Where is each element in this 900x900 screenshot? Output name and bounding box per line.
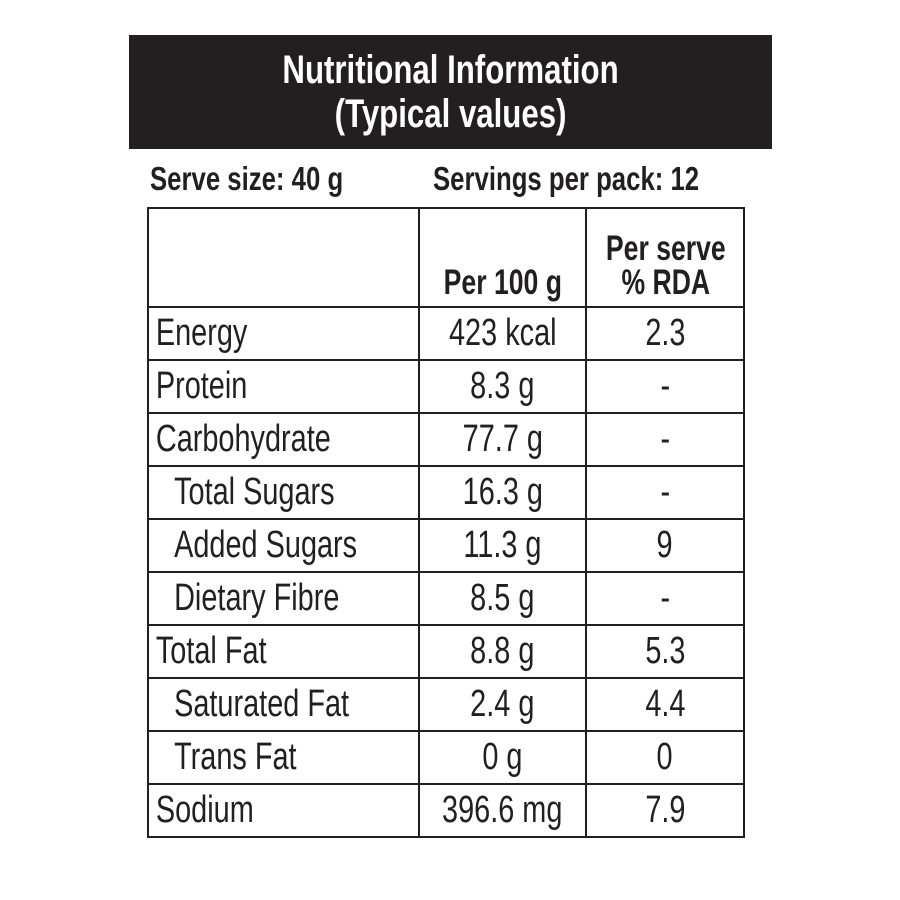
rda-value: - [585,571,745,626]
nutrient-name: Protein [147,359,420,414]
per-100g-value: 423 kcal [418,306,587,361]
table-row: Added Sugars 11.3 g 9 [147,518,745,573]
header-title: Nutritional Information [282,48,619,92]
table-row: Dietary Fibre 8.5 g - [147,571,745,626]
table-row: Sodium 396.6 mg 7.9 [147,783,745,838]
header-empty-cell [147,207,420,308]
rda-value: 0 [585,730,745,785]
table-row: Total Fat 8.8 g 5.3 [147,624,745,679]
nutrient-name: Carbohydrate [147,412,420,467]
rda-value: 2.3 [585,306,745,361]
per-100g-value: 11.3 g [418,518,587,573]
serving-info: Serve size: 40 g Servings per pack: 12 [129,157,772,201]
nutrient-name: Saturated Fat [147,677,420,732]
nutrient-name: Total Fat [147,624,420,679]
servings-per-pack: Servings per pack: 12 [433,160,700,197]
table-row: Saturated Fat 2.4 g 4.4 [147,677,745,732]
nutrient-name: Energy [147,306,420,361]
nutrition-header: Nutritional Information (Typical values) [129,35,772,149]
table-row: Total Sugars 16.3 g - [147,465,745,520]
per-100g-value: 2.4 g [418,677,587,732]
nutrition-table: Per 100 g Per serve% RDA Energy 423 kcal… [147,207,745,838]
per-100g-value: 8.3 g [418,359,587,414]
per-100g-value: 8.5 g [418,571,587,626]
header-subtitle: (Typical values) [334,92,567,136]
rda-value: 9 [585,518,745,573]
rda-value: 5.3 [585,624,745,679]
nutrient-name: Sodium [147,783,420,838]
per-100g-value: 8.8 g [418,624,587,679]
per-100g-value: 16.3 g [418,465,587,520]
table-row: Energy 423 kcal 2.3 [147,306,745,361]
table-row: Protein 8.3 g - [147,359,745,414]
rda-value: - [585,412,745,467]
table-header-row: Per 100 g Per serve% RDA [147,207,745,308]
rda-value: 4.4 [585,677,745,732]
header-per-100g: Per 100 g [418,207,587,308]
rda-value: - [585,465,745,520]
nutrient-name: Added Sugars [147,518,420,573]
nutrient-name: Dietary Fibre [147,571,420,626]
per-100g-value: 77.7 g [418,412,587,467]
table-row: Carbohydrate 77.7 g - [147,412,745,467]
per-100g-value: 396.6 mg [418,783,587,838]
serve-size: Serve size: 40 g [150,160,344,197]
nutrient-name: Total Sugars [147,465,420,520]
nutrient-name: Trans Fat [147,730,420,785]
header-per-serve: Per serve [605,229,726,268]
header-per-serve-rda: Per serve% RDA [585,207,745,308]
rda-value: 7.9 [585,783,745,838]
table-row: Trans Fat 0 g 0 [147,730,745,785]
rda-value: - [585,359,745,414]
header-rda: % RDA [621,263,711,302]
per-100g-value: 0 g [418,730,587,785]
